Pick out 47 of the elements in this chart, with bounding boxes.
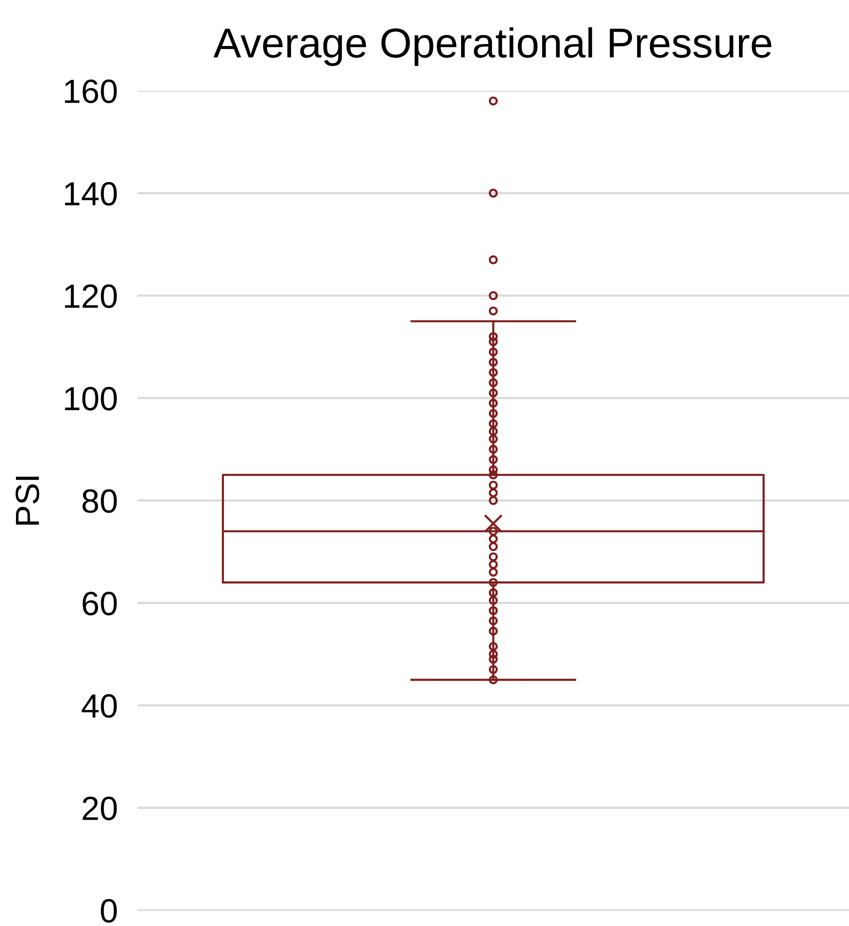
point: [488, 616, 498, 626]
point: [488, 626, 498, 636]
point: [488, 455, 498, 464]
point: [488, 408, 498, 418]
point: [488, 378, 498, 388]
point: [488, 534, 498, 544]
point: [488, 426, 498, 436]
point: [488, 398, 498, 408]
point: [488, 552, 498, 562]
y-tick-label: 60: [82, 592, 117, 616]
y-tick-label: 20: [82, 796, 117, 820]
y-tick-label: 40: [82, 694, 117, 718]
point: [488, 444, 498, 454]
point: [488, 542, 498, 552]
point: [488, 654, 498, 664]
y-tick-label: 160: [65, 80, 117, 104]
y-tick-label: 140: [65, 182, 117, 206]
y-tick-label: 120: [65, 284, 117, 308]
point: [488, 560, 498, 570]
point: [488, 596, 498, 605]
point: [488, 465, 498, 474]
point: [488, 642, 498, 651]
point: [488, 419, 498, 428]
point: [488, 480, 498, 490]
chart-title: Average Operational Pressure: [213, 27, 772, 66]
point: [488, 470, 498, 480]
point: [488, 388, 498, 398]
point: [488, 496, 498, 506]
point: [488, 488, 498, 498]
y-tick-label: 80: [82, 489, 117, 513]
y-tick-label: 100: [65, 386, 117, 410]
point: [488, 332, 498, 342]
point: [488, 358, 498, 367]
point: [488, 337, 498, 346]
point: [488, 568, 498, 577]
point: [488, 588, 498, 598]
y-axis-title: PSI: [16, 476, 40, 525]
point: [488, 368, 498, 377]
point: [488, 578, 498, 587]
point: [488, 434, 498, 444]
point: [488, 526, 498, 536]
point: [488, 347, 498, 356]
point: [488, 675, 498, 684]
point: [488, 665, 498, 674]
point: [488, 650, 498, 659]
y-tick-label: 0: [100, 899, 117, 923]
point: [488, 606, 498, 616]
